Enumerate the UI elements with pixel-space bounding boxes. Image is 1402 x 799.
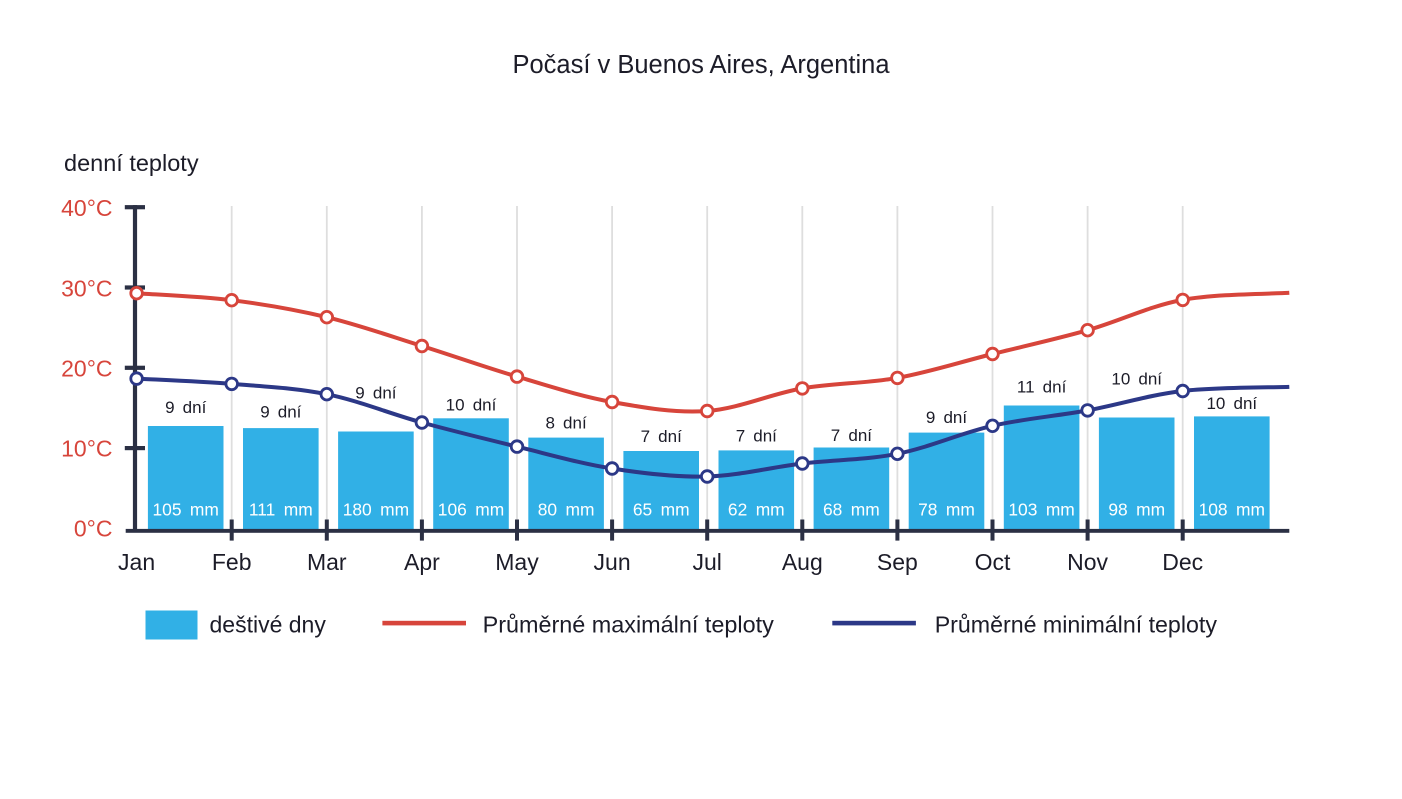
svg-text:Apr: Apr — [404, 549, 440, 575]
svg-text:Nov: Nov — [1067, 549, 1108, 575]
svg-text:deštivé dny: deštivé dny — [210, 611, 327, 637]
svg-text:68 mm: 68 mm — [823, 500, 880, 520]
svg-text:98 mm: 98 mm — [1108, 500, 1165, 520]
svg-text:80 mm: 80 mm — [538, 500, 595, 520]
svg-text:20°C: 20°C — [61, 355, 112, 381]
svg-text:65 mm: 65 mm — [633, 500, 690, 520]
svg-text:78 mm: 78 mm — [918, 500, 975, 520]
svg-text:111 mm: 111 mm — [249, 500, 313, 520]
svg-text:0°C: 0°C — [74, 516, 113, 542]
svg-text:62 mm: 62 mm — [728, 500, 785, 520]
svg-text:Oct: Oct — [975, 549, 1011, 575]
svg-text:10 dní: 10 dní — [446, 396, 497, 415]
svg-text:Sep: Sep — [877, 549, 918, 575]
svg-text:30°C: 30°C — [61, 275, 112, 301]
svg-text:May: May — [495, 549, 539, 575]
svg-text:Dec: Dec — [1162, 549, 1203, 575]
svg-text:Průměrné maximální teploty: Průměrné maximální teploty — [483, 611, 774, 637]
svg-text:Jul: Jul — [692, 549, 721, 575]
svg-text:180 mm: 180 mm — [343, 500, 409, 520]
svg-text:9 dní: 9 dní — [260, 403, 301, 422]
svg-text:10 dní: 10 dní — [1111, 370, 1162, 389]
svg-text:103 mm: 103 mm — [1008, 500, 1074, 520]
svg-text:40°C: 40°C — [61, 195, 112, 221]
svg-text:9 dní: 9 dní — [165, 398, 206, 417]
svg-text:Aug: Aug — [782, 549, 823, 575]
svg-text:Průměrné minimální teploty: Průměrné minimální teploty — [935, 611, 1218, 637]
svg-text:9 dní: 9 dní — [926, 408, 967, 427]
svg-text:9 dní: 9 dní — [355, 384, 396, 403]
svg-text:11 dní: 11 dní — [1017, 378, 1067, 397]
svg-text:108 mm: 108 mm — [1199, 500, 1265, 520]
svg-text:7 dní: 7 dní — [641, 427, 682, 446]
svg-text:106 mm: 106 mm — [438, 500, 504, 520]
svg-text:Jun: Jun — [594, 549, 631, 575]
svg-text:Počasí v Buenos Aires, Argenti: Počasí v Buenos Aires, Argentina — [512, 51, 890, 79]
svg-text:10°C: 10°C — [61, 435, 112, 461]
svg-text:Mar: Mar — [307, 549, 347, 575]
svg-text:10 dní: 10 dní — [1206, 394, 1257, 413]
svg-text:7 dní: 7 dní — [736, 427, 777, 446]
svg-text:105 mm: 105 mm — [152, 500, 218, 520]
svg-text:denní teploty: denní teploty — [64, 150, 199, 176]
svg-text:7 dní: 7 dní — [831, 426, 872, 445]
svg-text:8 dní: 8 dní — [545, 413, 586, 432]
svg-text:Feb: Feb — [212, 549, 252, 575]
svg-text:Jan: Jan — [118, 549, 155, 575]
